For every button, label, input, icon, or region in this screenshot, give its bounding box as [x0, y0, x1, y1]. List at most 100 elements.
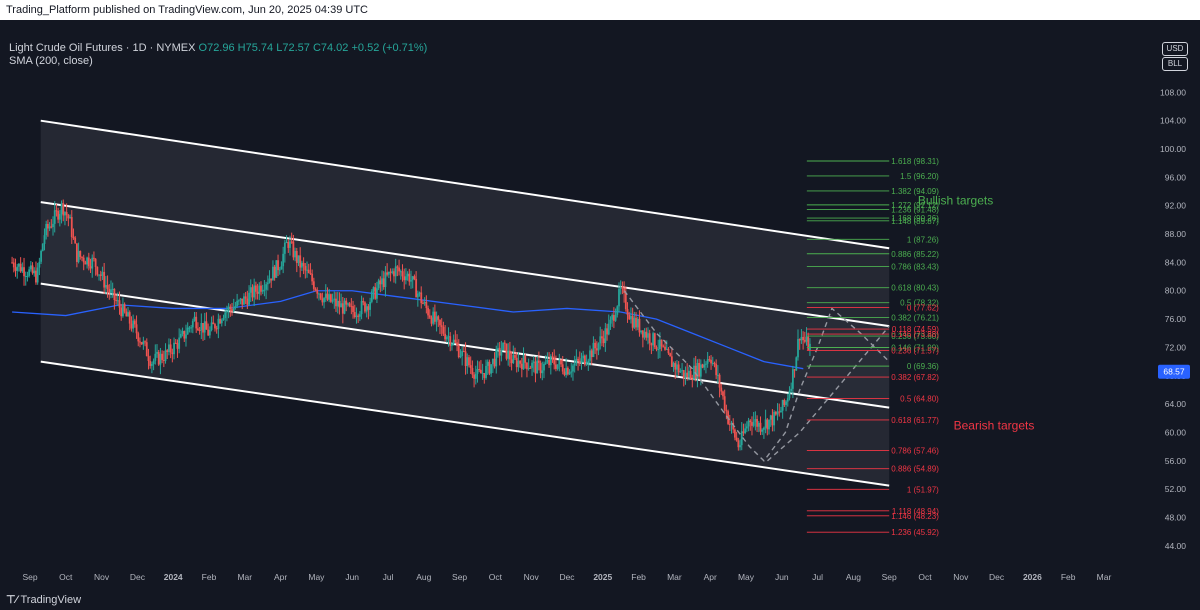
publish-header: Trading_Platform published on TradingVie… [0, 0, 1200, 20]
candle-body [319, 293, 322, 299]
price-tick-label: 104.00 [1160, 116, 1186, 126]
candle-body [14, 267, 17, 271]
candle-body [481, 373, 484, 375]
candle-body [698, 363, 701, 377]
candle-body [555, 364, 557, 369]
price-tick-label: 76.00 [1165, 314, 1187, 324]
candle-body [676, 364, 678, 370]
low-value: L72.57 [276, 42, 310, 54]
candle-body [142, 341, 145, 345]
currency-badge[interactable]: USD [1162, 42, 1188, 56]
candle-body [597, 343, 600, 351]
candle-body [696, 363, 699, 379]
candle-body [452, 339, 455, 344]
candle-body [139, 341, 141, 343]
candle-body [546, 359, 549, 363]
candle-body [500, 350, 503, 356]
candle-body [803, 340, 806, 342]
unit-badge[interactable]: BLL [1162, 57, 1188, 71]
time-tick-label: 2024 [164, 572, 183, 582]
candle-body [53, 210, 56, 224]
candle-body [82, 257, 85, 263]
candle-body [783, 400, 786, 405]
price-tick-label: 92.00 [1165, 201, 1187, 211]
candle-body [399, 271, 402, 273]
candle-body [161, 353, 164, 360]
candle-body [381, 278, 383, 285]
candle-body [674, 363, 677, 370]
candle-body [618, 288, 620, 307]
candle-body [58, 213, 61, 220]
candle-body [278, 269, 281, 271]
price-tick-label: 108.00 [1160, 87, 1186, 97]
time-tick-label: Apr [704, 572, 717, 582]
price-tick-label: 64.00 [1165, 399, 1187, 409]
candle-body [329, 294, 332, 302]
candle-body [190, 327, 192, 329]
candle-body [289, 241, 291, 248]
candle-body [41, 243, 44, 251]
price-tick-label: 84.00 [1165, 257, 1187, 267]
candle-body [215, 328, 218, 330]
candle-body [752, 421, 755, 426]
time-tick-label: Mar [237, 572, 252, 582]
candle-body [800, 336, 803, 341]
candle-body [734, 429, 736, 438]
candle-body [560, 359, 562, 365]
candle-body [239, 298, 242, 301]
candle-body [638, 318, 641, 333]
time-tick-label: Nov [524, 572, 540, 582]
candle-body [328, 294, 331, 300]
candle-body [87, 257, 90, 267]
candle-body [309, 272, 312, 274]
candle-body [797, 339, 799, 358]
candle-body [290, 241, 293, 243]
annotations: Bullish targets Bearish targets [918, 193, 1035, 432]
candle-body [275, 260, 278, 278]
candle-body [94, 258, 97, 267]
candle-body [769, 415, 772, 420]
fib-bullish-level-label: 1.618 (98.31) [891, 157, 939, 166]
candle-body [251, 287, 254, 298]
candle-body [432, 311, 435, 324]
candle-body [623, 288, 626, 293]
tradingview-logo[interactable]: ⊤⁄ TradingView [6, 590, 81, 610]
candle-body [382, 278, 385, 288]
candle-body [301, 262, 303, 268]
candle-body [512, 355, 515, 364]
candle-body [413, 276, 416, 279]
candle-body [711, 362, 714, 364]
candle-body [805, 336, 808, 342]
fib-bearish-level-label: 0.236 (71.57) [891, 346, 939, 355]
candle-body [575, 358, 578, 364]
candle-body [48, 226, 51, 229]
candle-body [626, 309, 629, 315]
time-tick-label: Dec [989, 572, 1005, 582]
candle-body [23, 267, 25, 277]
candle-body [241, 298, 244, 305]
candle-body [548, 359, 550, 366]
time-tick-label: Aug [416, 572, 431, 582]
candle-body [541, 370, 544, 374]
candle-body [585, 363, 588, 365]
price-chart[interactable]: 1.618 (98.31) 1.5 (96.20) 1.382 (94.09) 1.2… [0, 20, 1200, 590]
candle-body [312, 281, 315, 289]
channel-middle-lower-line [40, 282, 890, 409]
candle-body [478, 368, 481, 370]
projection-path-2 [767, 325, 890, 462]
chart-area[interactable]: 1.618 (98.31) 1.5 (96.20) 1.382 (94.09) 1.2… [0, 20, 1200, 590]
candle-body [739, 445, 741, 448]
fib-bearish-level-label: 0.118 (74.59) [892, 325, 939, 334]
candle-body [394, 266, 397, 277]
candle-body [715, 363, 718, 376]
candle-body [480, 369, 482, 374]
candle-body [786, 398, 789, 402]
tradingview-logo-icon: ⊤⁄ [6, 594, 21, 606]
candle-body [701, 364, 704, 368]
candle-body [725, 410, 728, 412]
indicator-label: SMA (200, close) [9, 55, 93, 67]
candle-body [236, 300, 239, 307]
candle-body [217, 318, 220, 329]
time-tick-label: Jul [812, 572, 823, 582]
time-tick-label: Oct [918, 572, 932, 582]
